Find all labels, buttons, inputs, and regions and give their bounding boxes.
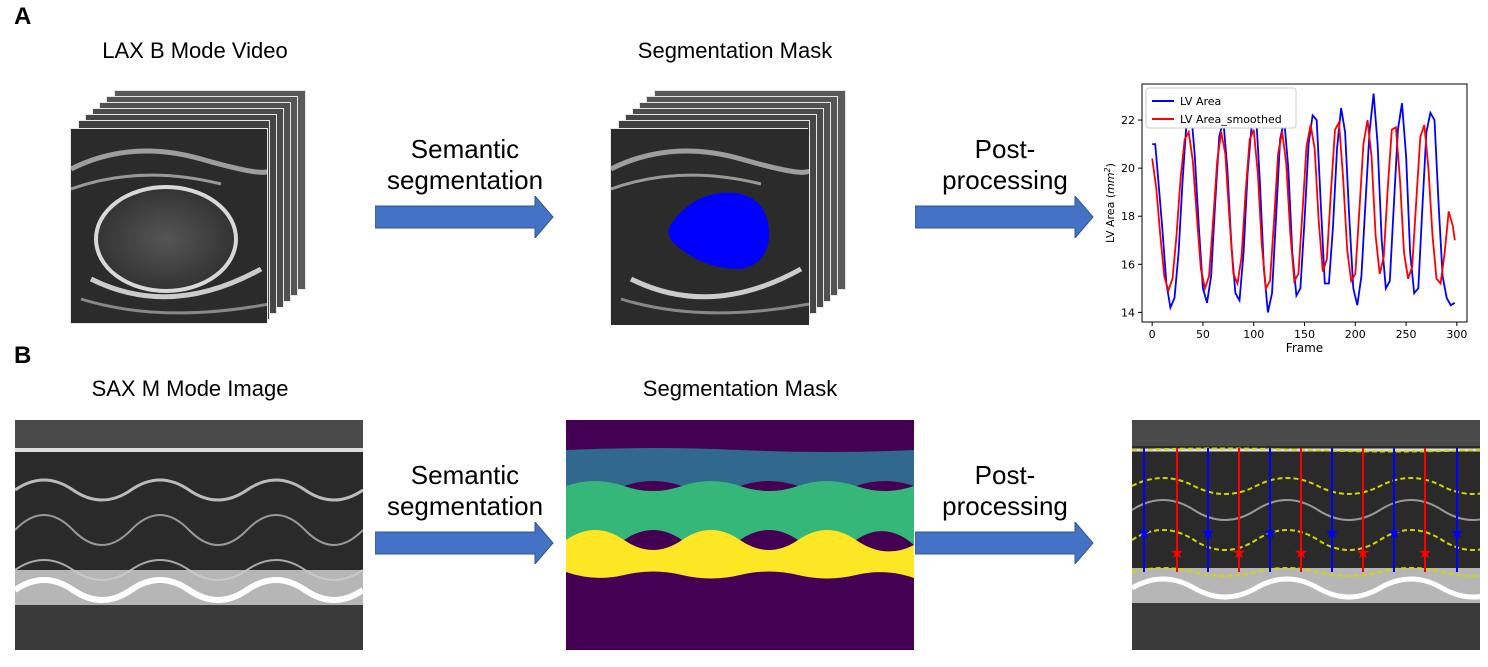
- step1-text: Semantic segmentation: [386, 460, 544, 521]
- step1-text: Semantic segmentation: [386, 134, 544, 195]
- boundary-line-3: [1131, 529, 1488, 551]
- star-marker-icon: ★: [1232, 543, 1246, 562]
- panel-b-mask-title: Segmentation Mask: [642, 376, 838, 401]
- segmentation-mask-stack: [609, 90, 850, 325]
- panel-a-post-processing-label: Post- processing: [930, 134, 1080, 196]
- star-marker-icon: ★: [1418, 543, 1432, 562]
- m-mode-measurement-overlay: ★ ★ ★ ★ ★ ★ ★ ★ ★ ★ ★: [1130, 420, 1488, 650]
- b-mode-video-stack: [70, 90, 310, 324]
- series-line-lv-area-smoothed: [1151, 119, 1456, 294]
- star-marker-icon: ★: [1170, 543, 1184, 562]
- star-marker-icon: ★: [1263, 523, 1277, 542]
- panel-a-mask-title: Segmentation Mask: [637, 38, 833, 63]
- m-mode-segmentation-mask: [566, 420, 914, 650]
- x-tick-label: 150: [1294, 328, 1315, 341]
- panel-b-arrow-1: [375, 522, 554, 564]
- y-axis-label: LV Area (mm2): [1103, 163, 1117, 243]
- y-tick-label: 22: [1121, 114, 1135, 127]
- legend-entry: LV Area: [1180, 95, 1221, 108]
- panel-b-post-processing-label: Post- processing: [930, 460, 1080, 522]
- x-tick-label: 200: [1345, 328, 1366, 341]
- panel-a-label: A: [14, 3, 32, 30]
- y-tick-label: 18: [1121, 210, 1135, 223]
- legend-entry: LV Area_smoothed: [1180, 113, 1282, 126]
- star-marker-icon: ★: [1387, 523, 1401, 542]
- boundary-line-bottom: [1131, 567, 1488, 577]
- panel-b-input-title: SAX M Mode Image: [91, 376, 289, 401]
- x-axis-label: Frame: [1286, 341, 1323, 355]
- star-marker-icon: ★: [1450, 523, 1464, 542]
- panel-b-arrow-2: [915, 522, 1094, 564]
- step2-text: Post- processing: [942, 460, 1068, 521]
- x-tick-label: 100: [1243, 328, 1264, 341]
- x-tick-label: 50: [1196, 328, 1210, 341]
- y-tick-label: 16: [1121, 258, 1135, 271]
- star-marker-icon: ★: [1137, 523, 1151, 542]
- lv-area-chart: 0 50 100 150 200 250 300 14 16 18 20 22 LV Area LV A…: [1103, 83, 1468, 355]
- lv-mask-shape: [668, 192, 770, 269]
- star-marker-icon: ★: [1201, 523, 1215, 542]
- panel-b-label: B: [14, 342, 32, 369]
- panel-a-semantic-segmentation-label: Semantic segmentation: [380, 134, 550, 196]
- mask-band-1: [566, 448, 914, 491]
- x-tick-label: 300: [1446, 328, 1467, 341]
- panel-b-semantic-segmentation-label: Semantic segmentation: [380, 460, 550, 522]
- mask-band-3: [566, 530, 914, 579]
- legend-box: [1145, 87, 1297, 129]
- star-marker-icon: ★: [1325, 523, 1339, 542]
- panel-a-input-title: LAX B Mode Video: [102, 38, 288, 63]
- x-tick-label: 250: [1396, 328, 1417, 341]
- panel-a-arrow-1: [375, 196, 554, 238]
- mask-front-frame: [609, 128, 812, 325]
- step2-text: Post- processing: [942, 134, 1068, 195]
- b-mode-front-frame: [70, 128, 268, 324]
- y-tick-label: 20: [1121, 162, 1135, 175]
- star-marker-icon: ★: [1294, 543, 1308, 562]
- x-tick-label: 0: [1149, 328, 1156, 341]
- y-tick-label: 14: [1121, 306, 1135, 319]
- boundary-line-2: [1131, 477, 1488, 495]
- star-marker-icon: ★: [1356, 543, 1370, 562]
- m-mode-image: [13, 420, 365, 650]
- panel-a-arrow-2: [915, 196, 1094, 238]
